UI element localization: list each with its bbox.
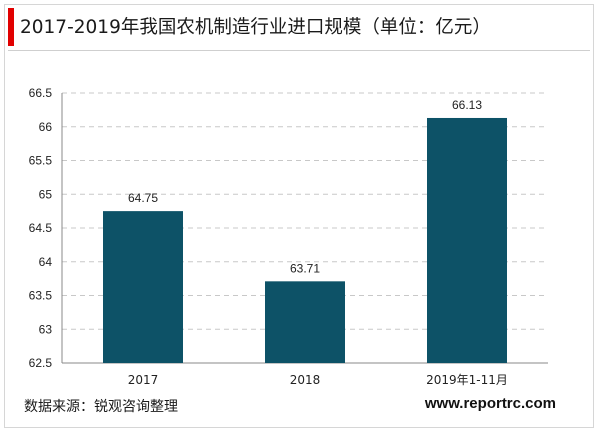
title-divider: [8, 50, 590, 51]
y-tick-label: 63.5: [29, 289, 53, 303]
y-tick-label: 66.5: [29, 86, 53, 100]
data-label: 66.13: [452, 98, 482, 112]
y-tick-label: 66: [39, 120, 53, 134]
data-source: 数据来源：锐观咨询整理: [24, 399, 178, 415]
title-accent-bar: [8, 8, 14, 46]
website-url: www.reportrc.com: [424, 395, 556, 412]
y-tick-label: 65: [39, 187, 53, 201]
chart-title: 2017-2019年我国农机制造行业进口规模（单位：亿元）: [20, 17, 491, 38]
x-tick-label: 2018: [290, 373, 321, 387]
x-tick-label: 2019年1-11月: [426, 373, 508, 387]
y-tick-label: 65.5: [29, 154, 53, 168]
y-tick-label: 64.5: [29, 221, 53, 235]
bar: [265, 281, 345, 363]
x-tick-label: 2017: [128, 373, 159, 387]
y-tick-label: 64: [39, 255, 53, 269]
y-tick-label: 63: [39, 322, 53, 336]
y-tick-label: 62.5: [29, 356, 53, 370]
bar: [427, 117, 507, 363]
data-label: 63.71: [290, 261, 320, 275]
bar: [103, 211, 183, 363]
data-label: 64.75: [128, 191, 158, 205]
